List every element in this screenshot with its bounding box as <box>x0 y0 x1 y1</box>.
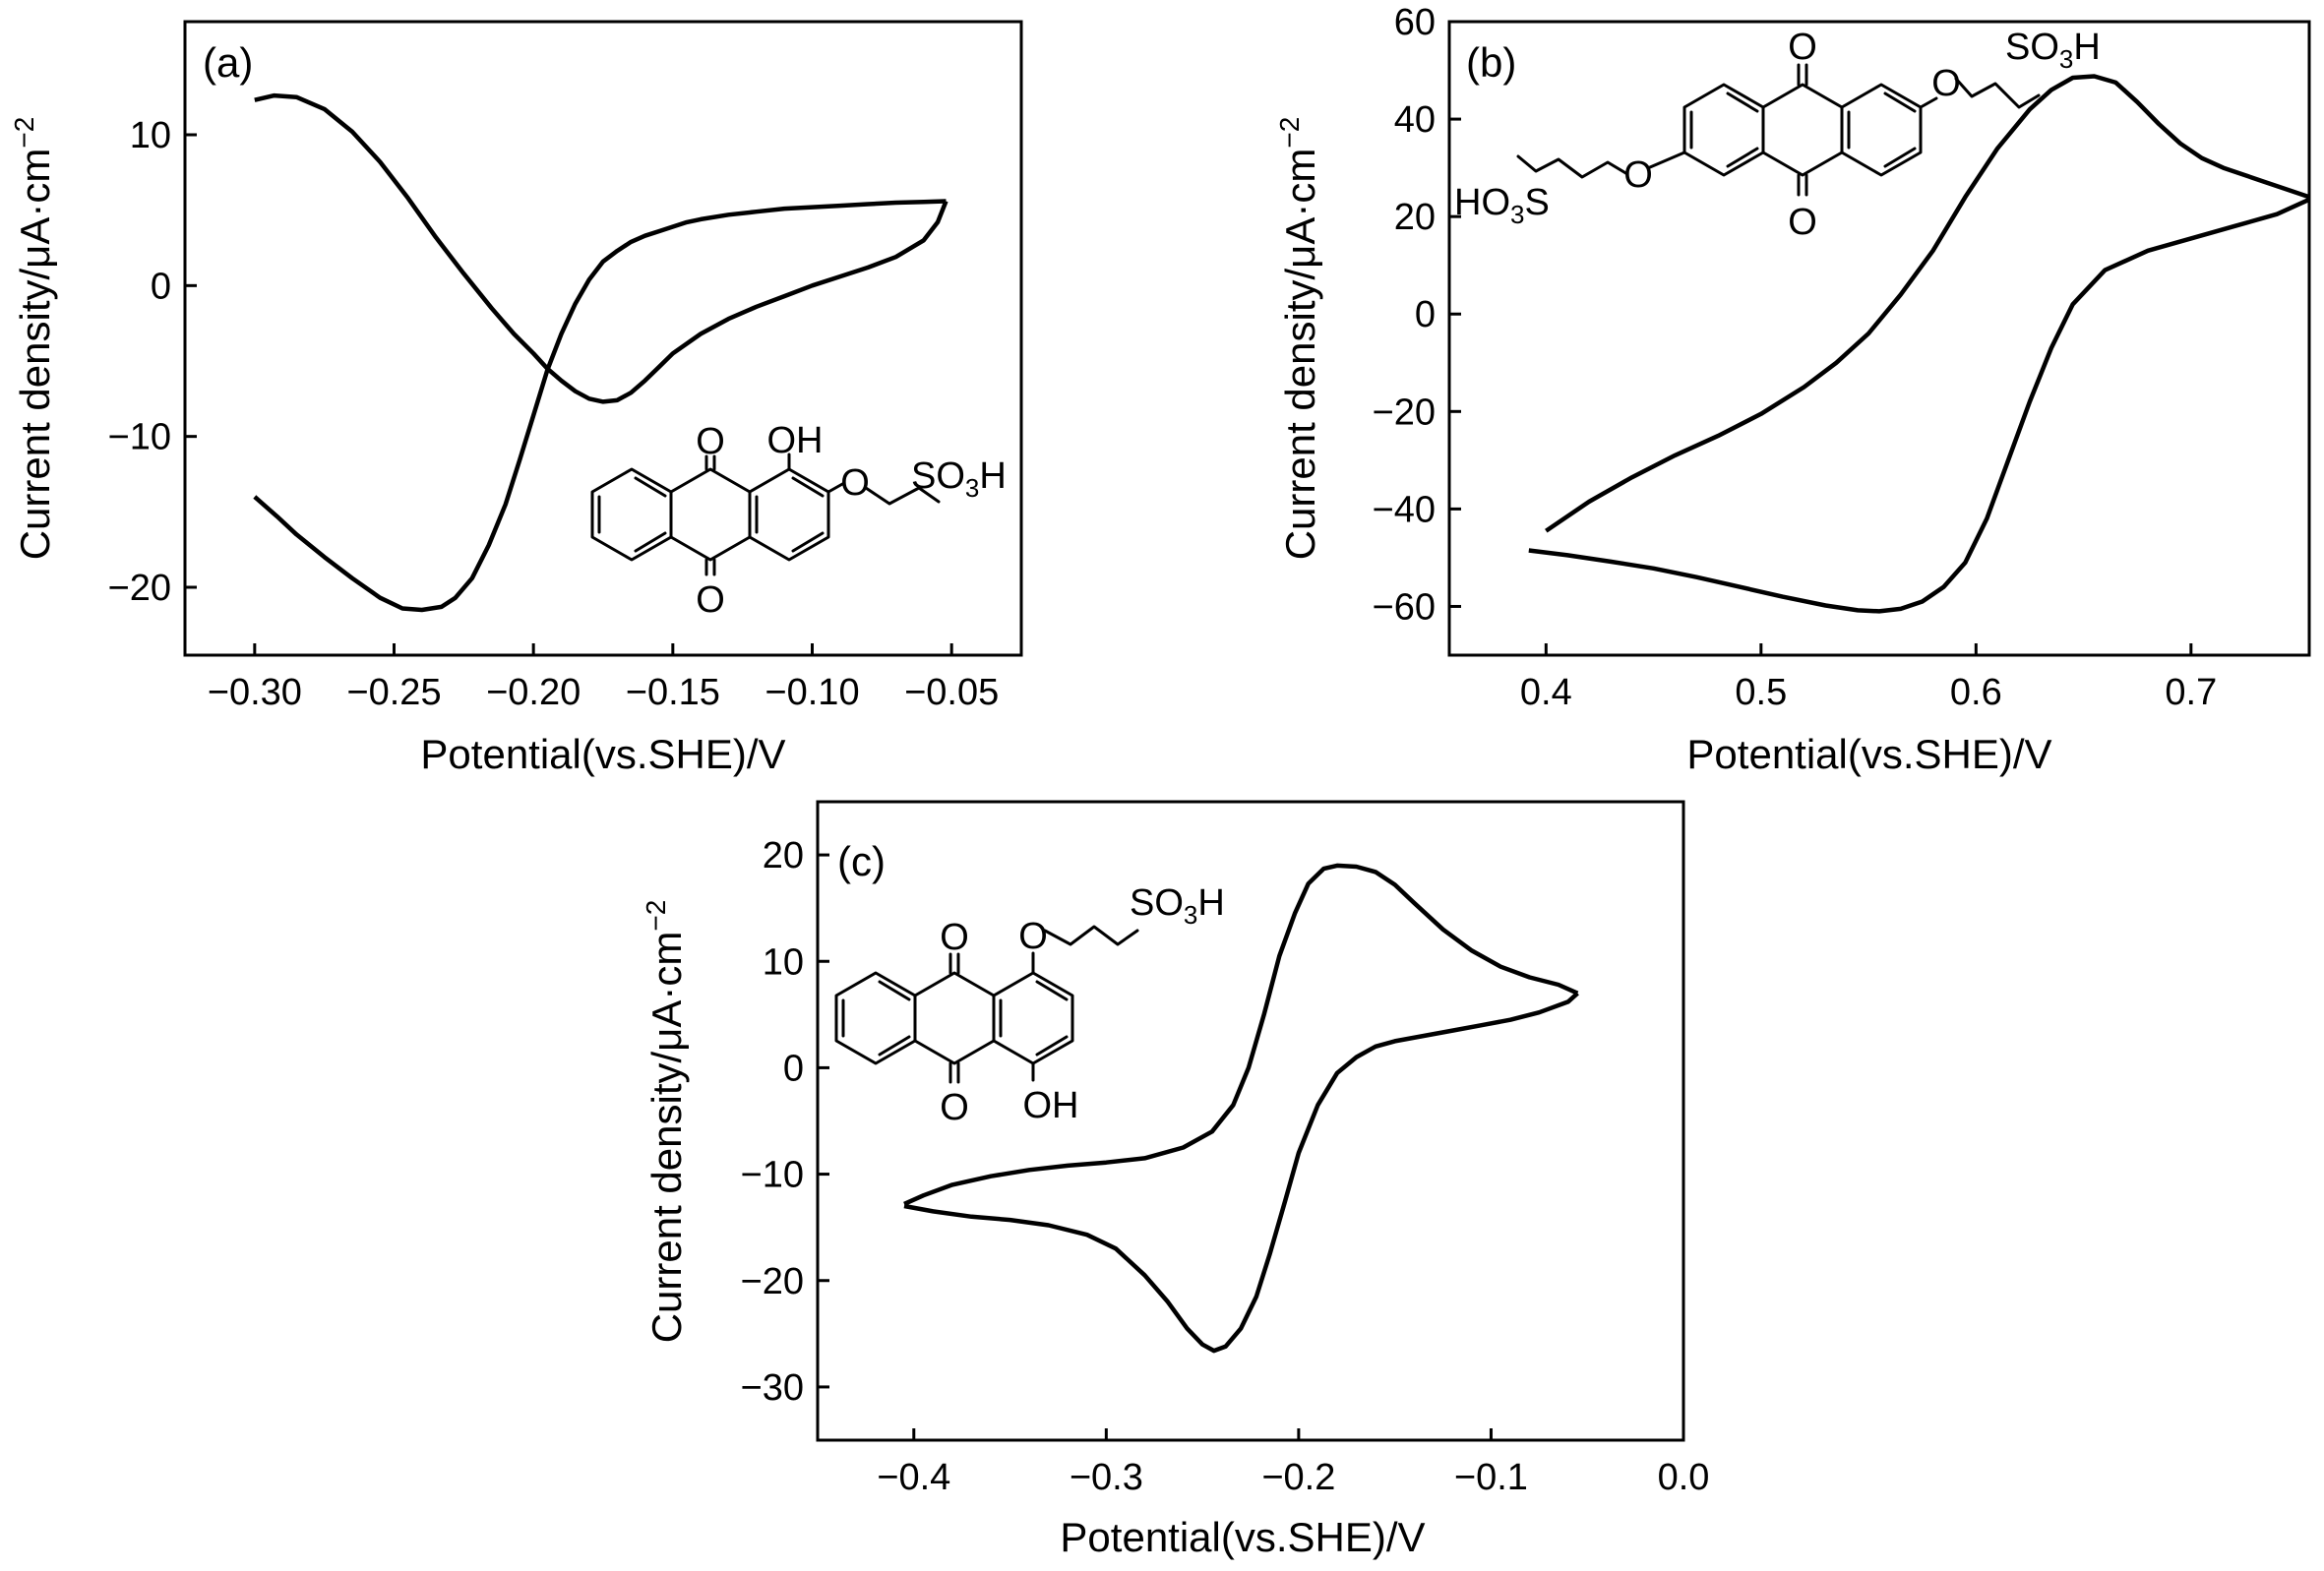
ether-o-right-b: O <box>1931 63 1961 104</box>
y-tick-label-b: 40 <box>1394 99 1436 141</box>
y-axis-title-c-main: Current density/μA·cm <box>643 932 690 1344</box>
ring-right-c <box>992 971 1074 1065</box>
y-axis-title-b: Current density/μA·cm−2 <box>1274 117 1323 561</box>
x-tick-label-a: −0.30 <box>208 672 302 713</box>
y-tick-label-a: 10 <box>130 115 171 156</box>
ring-middle-b <box>1761 83 1844 177</box>
x-axis-title-c: Potential(vs.SHE)/V <box>1060 1514 1425 1560</box>
y-axis-title-a-sup: −2 <box>9 117 39 149</box>
plot-frame-b <box>1447 20 2311 657</box>
ring-middle-a <box>669 467 752 562</box>
y-axis-title-a: Current density/μA·cm−2 <box>9 117 58 561</box>
hydroxyl-label-c: OH <box>1023 1085 1079 1126</box>
sulfonic-acid-label-c: SO3H <box>1130 882 1225 930</box>
panel-label-a: (a) <box>203 39 253 86</box>
molecule-structure-a: O O OH O SO3H <box>590 420 1007 621</box>
y-tick-label-b: −60 <box>1373 586 1436 628</box>
cv-curve-a-reverse <box>254 92 948 404</box>
hydroxyl-label-a: OH <box>767 420 824 461</box>
ether-o-label-a: O <box>840 462 870 504</box>
y-tick-label-b: −20 <box>1373 392 1436 433</box>
ether-o-left-b: O <box>1623 154 1653 196</box>
panel-label-c: (c) <box>837 838 886 884</box>
hydroxysulfonyl-label-b: HO3S <box>1454 182 1550 229</box>
sulfonic-acid-label-b: SO3H <box>2005 27 2101 74</box>
x-tick-label-a: −0.20 <box>486 672 581 713</box>
molecule-structure-b: O O O O SO3H HO3S <box>1454 27 2101 243</box>
chart-panel-c: −0.4 −0.3 −0.2 −0.1 0.0 20 10 0 −10 −20 −30 (c) Po… <box>641 800 1710 1560</box>
y-axis-title-c: Current density/μA·cm−2 <box>641 900 690 1344</box>
x-tick-label-a: −0.10 <box>764 672 859 713</box>
ring-left-a <box>590 467 673 562</box>
x-tick-label-c: −0.4 <box>877 1457 950 1498</box>
y-tick-label-c: 20 <box>763 835 804 876</box>
ring-left-b <box>1682 83 1765 177</box>
y-tick-label-b: 0 <box>1415 294 1436 335</box>
cv-curve-c-forward <box>903 992 1579 1354</box>
y-axis-title-b-main: Current density/μA·cm <box>1277 149 1323 561</box>
y-tick-label-b: −40 <box>1373 489 1436 530</box>
ring-middle-c <box>913 971 996 1065</box>
x-tick-label-b: 0.6 <box>1950 672 2002 713</box>
carbonyl-o-bottom-a: O <box>696 579 725 621</box>
y-tick-label-c: −20 <box>741 1261 804 1302</box>
axis-ticks-a: −0.30 −0.25 −0.20 −0.15 −0.10 −0.05 10 0 −10 −20 <box>108 115 1000 713</box>
x-tick-label-c: −0.2 <box>1261 1457 1335 1498</box>
plot-frame-a <box>183 20 1023 657</box>
y-tick-label-a: −20 <box>108 568 171 609</box>
y-tick-label-c: 10 <box>763 941 804 983</box>
y-tick-label-c: −10 <box>741 1155 804 1196</box>
x-tick-label-b: 0.4 <box>1520 672 1572 713</box>
y-axis-title-a-main: Current density/μA·cm <box>12 149 58 561</box>
panel-label-b: (b) <box>1466 39 1516 86</box>
cv-curve-b-reverse <box>1545 74 2310 533</box>
ring-right-b <box>1840 83 1923 177</box>
cv-curve-c-reverse <box>903 863 1579 1206</box>
propyl-chain-b-left <box>1516 154 1629 179</box>
ring-left-c <box>834 971 917 1065</box>
ether-o-label-c: O <box>1018 916 1048 957</box>
x-axis-title-b: Potential(vs.SHE)/V <box>1686 731 2051 777</box>
plot-frame-c <box>816 800 1685 1442</box>
carbonyl-o-bottom-c: O <box>940 1087 969 1128</box>
carbonyl-o-top-b: O <box>1788 27 1817 68</box>
y-tick-label-b: 60 <box>1394 2 1436 43</box>
x-tick-label-a: −0.15 <box>626 672 720 713</box>
y-axis-title-b-sup: −2 <box>1274 117 1305 149</box>
carbonyl-o-top-a: O <box>696 421 725 462</box>
y-axis-title-c-sup: −2 <box>641 900 671 932</box>
molecule-structure-c: O O O OH SO3H <box>834 882 1225 1128</box>
x-tick-label-c: 0.0 <box>1658 1457 1710 1498</box>
x-tick-label-b: 0.5 <box>1735 672 1787 713</box>
propyl-chain-c <box>1043 925 1139 946</box>
x-axis-title-a: Potential(vs.SHE)/V <box>420 731 785 777</box>
ring-right-a <box>748 467 830 562</box>
x-tick-label-c: −0.1 <box>1454 1457 1528 1498</box>
sulfonic-acid-label-a: SO3H <box>911 455 1007 503</box>
y-tick-label-c: −30 <box>741 1367 804 1409</box>
x-tick-label-b: 0.7 <box>2165 672 2217 713</box>
axis-ticks-c: −0.4 −0.3 −0.2 −0.1 0.0 20 10 0 −10 −20 −30 <box>741 835 1710 1498</box>
propyl-chain-a <box>864 486 941 506</box>
cv-curve-b-forward <box>1528 197 2310 614</box>
x-tick-label-a: −0.25 <box>346 672 441 713</box>
x-tick-label-c: −0.3 <box>1070 1457 1143 1498</box>
y-tick-label-a: 0 <box>151 266 171 307</box>
y-tick-label-a: −10 <box>108 417 171 458</box>
propyl-chain-b-right <box>1954 77 2041 109</box>
chart-panel-a: −0.30 −0.25 −0.20 −0.15 −0.10 −0.05100−10−20 … <box>9 20 1023 777</box>
carbonyl-o-bottom-b: O <box>1788 202 1817 243</box>
cv-curve-a-forward <box>253 199 947 613</box>
chart-panel-b: 0.4 0.5 0.6 0.7 60 40 20 0 −20 −40 −60 (b) Potenti… <box>1274 2 2311 777</box>
carbonyl-o-top-c: O <box>940 917 969 958</box>
axis-ticks-b: 0.4 0.5 0.6 0.7 60 40 20 0 −20 −40 −60 <box>1373 2 2218 713</box>
y-tick-label-b: 20 <box>1394 197 1436 238</box>
x-tick-label-a: −0.05 <box>904 672 999 713</box>
y-tick-label-c: 0 <box>783 1048 804 1089</box>
